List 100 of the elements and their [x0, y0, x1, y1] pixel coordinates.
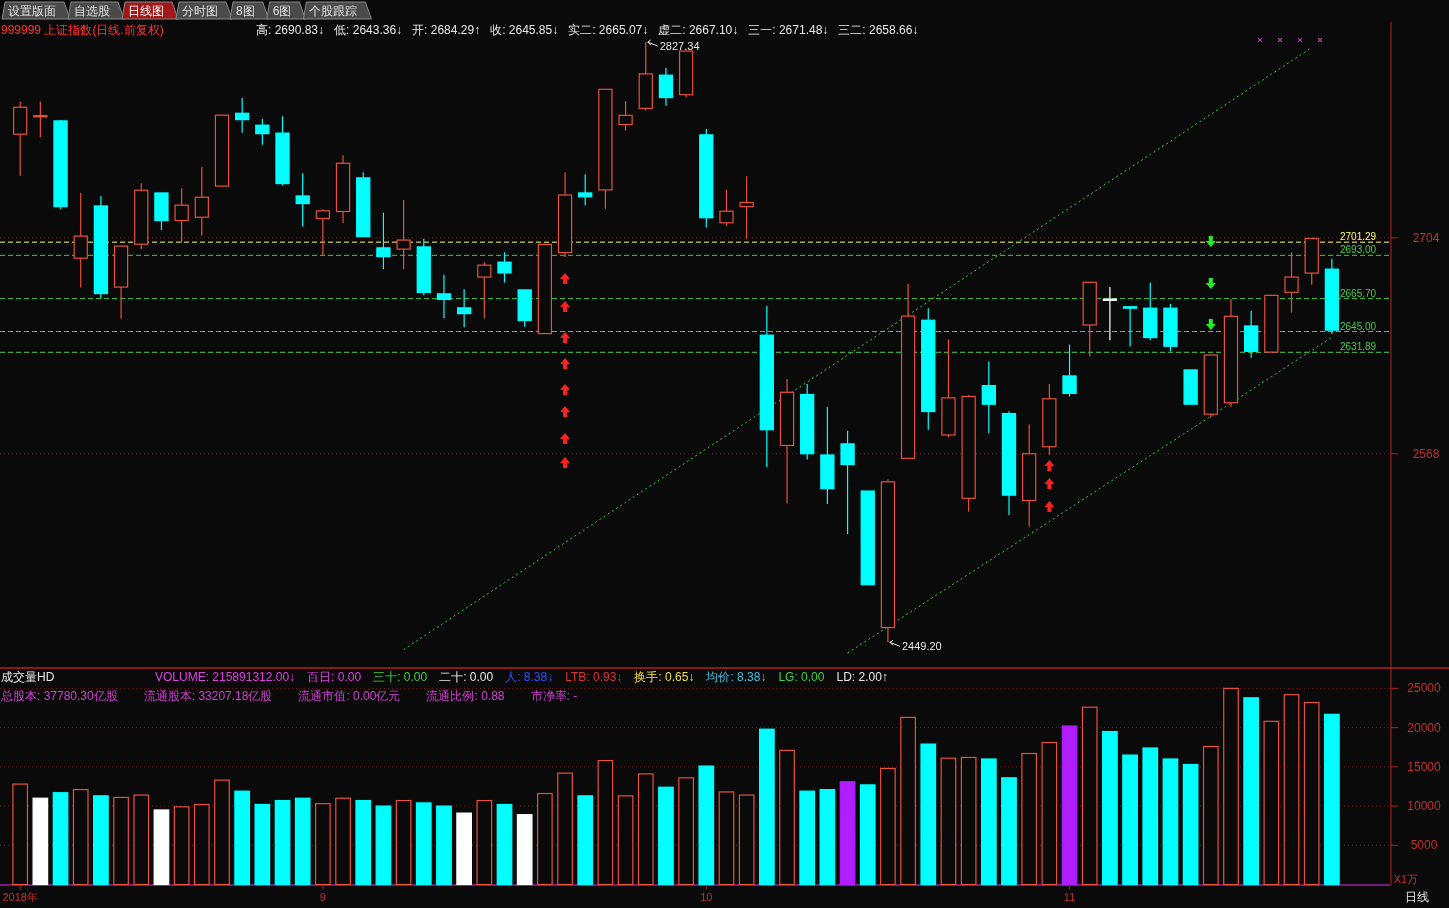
bar	[880, 767, 896, 886]
x-tick-label: 2018年	[2, 891, 38, 903]
text: 6图	[272, 4, 292, 18]
bar	[1223, 687, 1239, 886]
y-tick-label: 2568	[1412, 446, 1440, 461]
annotation: 三一: 2671.48↓	[748, 23, 829, 37]
bar	[294, 797, 311, 886]
bar	[1263, 720, 1280, 886]
annotation: 高: 2690.83↓	[256, 23, 325, 37]
bar	[1122, 754, 1138, 886]
bar	[32, 797, 49, 886]
bar	[799, 790, 816, 886]
bar	[718, 791, 735, 886]
bar	[1142, 747, 1159, 886]
bar	[456, 812, 472, 886]
bar	[214, 779, 230, 886]
annotation: 三十: 0.00	[373, 670, 428, 684]
bar	[93, 795, 109, 886]
text: 日线图	[128, 4, 164, 18]
bar	[113, 796, 129, 886]
x-tick-label: 11	[1063, 891, 1076, 903]
annotation: 三二: 2658.66↓	[838, 23, 919, 37]
annotation: 总股本: 37780.30亿股	[0, 689, 118, 703]
bar	[133, 794, 150, 886]
bar	[193, 803, 210, 886]
bar	[335, 797, 351, 886]
bar	[637, 773, 654, 886]
bar	[52, 792, 69, 886]
text: 8图	[236, 4, 255, 18]
bar	[537, 792, 553, 886]
chart-title: 成交量HD	[1, 670, 55, 684]
x-tick-label: 9	[319, 891, 326, 903]
bar	[779, 749, 795, 886]
bar	[738, 794, 755, 886]
annotation: 均价: 8.38↓	[705, 670, 767, 684]
bar	[254, 803, 271, 886]
ref-line-label: 2665.70	[1340, 287, 1377, 299]
bar	[577, 795, 594, 886]
bar	[920, 743, 937, 886]
text: 个股跟踪	[309, 4, 358, 18]
bar	[940, 757, 957, 886]
annotation: LG: 0.00	[778, 670, 825, 684]
bar	[678, 777, 694, 886]
bar	[476, 799, 493, 886]
bar	[758, 728, 775, 886]
annotation: 流通股本: 33207.18亿股	[143, 689, 273, 703]
bar	[1041, 741, 1058, 886]
y-tick-label: 2704	[1412, 230, 1440, 245]
y-axis-title: X1万	[1393, 873, 1419, 885]
y-tick-label: 20000	[1407, 720, 1442, 735]
text: 自选股	[74, 4, 110, 18]
bar	[819, 788, 836, 886]
bar	[557, 772, 573, 886]
bar	[900, 716, 916, 886]
bar	[1081, 706, 1098, 886]
annotation: 收: 2645.85↓	[490, 23, 559, 37]
bar	[839, 781, 856, 886]
y-tick-label: 5000	[1410, 838, 1438, 853]
y-tick-label: 10000	[1407, 799, 1442, 814]
x-tick-label: 10	[700, 891, 713, 903]
text: 设置版面	[8, 4, 56, 18]
annotation: LD: 2.00↑	[836, 670, 888, 684]
bar	[1283, 694, 1300, 886]
annotation: 2827.34	[659, 40, 700, 53]
chart-title: 999999 上证指数(日线.前复权)	[1, 23, 164, 37]
bar	[12, 783, 29, 886]
annotation: 实二: 2665.07↓	[568, 23, 649, 37]
annotation: VOLUME: 215891312.00↓	[155, 670, 296, 684]
bar	[617, 795, 634, 886]
bar	[1202, 745, 1219, 886]
annotation: 二十: 0.00	[439, 670, 494, 684]
bar	[1324, 713, 1340, 886]
bar	[355, 799, 372, 886]
bar	[173, 806, 190, 886]
bar	[153, 809, 170, 886]
bar	[859, 784, 876, 886]
annotation: 换手: 0.65↓	[634, 670, 695, 684]
bar	[496, 803, 513, 886]
bar	[415, 802, 432, 886]
bar	[315, 803, 331, 886]
bar	[1162, 758, 1179, 886]
bar	[1182, 763, 1199, 886]
bar	[516, 814, 533, 886]
ref-line-label: 2701.29	[1340, 231, 1377, 243]
annotation: 流通市值: 0.00亿元	[298, 689, 401, 703]
annotation: 虚二: 2667.10↓	[658, 23, 739, 37]
annotation: 低: 2643.36↓	[334, 23, 403, 37]
y-tick-label: 15000	[1407, 759, 1442, 774]
annotation: 人: 8.38↓	[505, 670, 554, 684]
ref-line-label: 2645.00	[1340, 320, 1377, 332]
bar	[375, 805, 392, 886]
bar	[980, 758, 997, 886]
annotation: 百日: 0.00	[307, 670, 362, 684]
bar	[1001, 777, 1017, 886]
line-series	[847, 336, 1333, 654]
bar	[1243, 697, 1260, 886]
text: 分时图	[182, 4, 218, 18]
bar	[1061, 725, 1078, 886]
bar	[698, 765, 715, 886]
bar	[1303, 701, 1320, 886]
